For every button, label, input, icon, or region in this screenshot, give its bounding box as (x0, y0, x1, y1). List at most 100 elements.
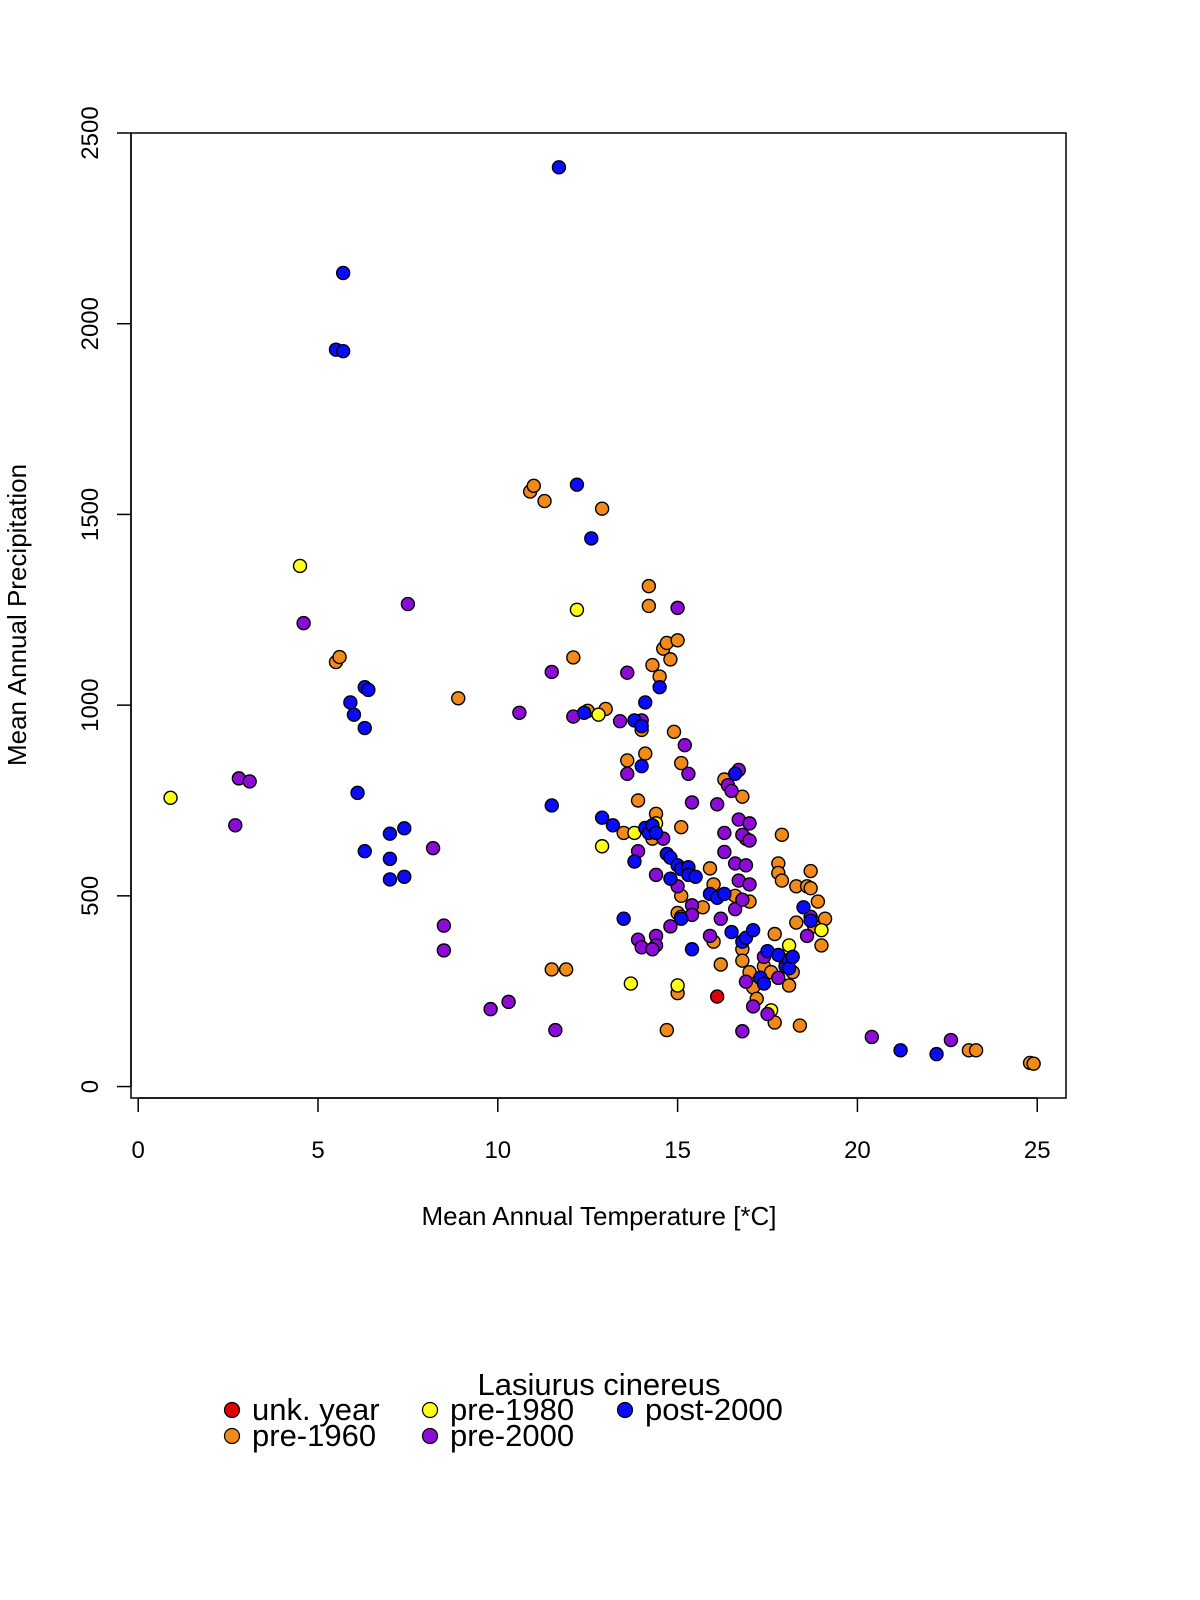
data-point (781, 978, 797, 993)
x-tick-label: 15 (664, 1137, 691, 1164)
data-point (397, 821, 412, 836)
data-point (738, 858, 754, 873)
data-point (810, 894, 826, 909)
data-point (483, 1001, 498, 1017)
data-point (425, 840, 441, 856)
legend-label: pre-2000 (450, 1418, 574, 1453)
data-point (361, 682, 376, 698)
data-point (735, 892, 750, 907)
data-point (674, 911, 689, 926)
series-group (709, 989, 725, 1004)
data-point (774, 873, 790, 888)
data-point (803, 863, 818, 879)
data-point (727, 766, 743, 781)
data-point (709, 797, 725, 812)
data-point (684, 942, 700, 957)
data-point (605, 818, 621, 833)
data-point (688, 869, 703, 884)
x-tick-label: 0 (132, 1137, 145, 1164)
data-point (620, 766, 635, 781)
data-point (382, 872, 398, 887)
data-point (713, 911, 728, 926)
data-point (623, 976, 639, 991)
data-point (343, 695, 358, 710)
data-point (727, 901, 743, 917)
legend-marker (421, 1427, 439, 1445)
data-point (451, 691, 466, 706)
series-group (328, 478, 1041, 1071)
data-point (638, 746, 653, 761)
data-point (735, 953, 750, 968)
data-point (357, 720, 372, 736)
data-point (634, 758, 649, 774)
data-point (634, 718, 649, 734)
data-point (864, 1029, 880, 1045)
data-point (929, 1046, 944, 1062)
series-group (228, 596, 959, 1048)
data-point (681, 766, 696, 781)
data-point (713, 957, 728, 972)
data-point (742, 833, 757, 848)
data-point (544, 664, 559, 680)
data-point (663, 871, 678, 886)
data-point (576, 705, 592, 720)
data-point (702, 928, 718, 944)
data-point (594, 501, 610, 516)
data-point (630, 793, 646, 808)
x-tick-label: 20 (844, 1137, 871, 1164)
data-point (670, 600, 685, 616)
data-point (677, 737, 693, 753)
data-point (742, 816, 757, 831)
data-point (512, 705, 527, 720)
data-point (756, 976, 772, 991)
data-point (436, 918, 452, 933)
data-point (796, 900, 811, 915)
data-point (717, 825, 732, 841)
data-point (645, 942, 660, 957)
data-point (774, 827, 790, 843)
data-point (400, 596, 416, 612)
y-tick-label: 0 (77, 1080, 104, 1093)
data-point (709, 989, 725, 1004)
plot-frame (130, 132, 1067, 1099)
data-point (717, 844, 732, 860)
data-point (803, 881, 818, 896)
data-point (242, 774, 257, 789)
data-point (648, 867, 664, 883)
x-tick-label: 25 (1024, 1137, 1051, 1164)
data-point (771, 970, 786, 986)
legend-marker (223, 1427, 241, 1445)
data-point (684, 795, 700, 810)
data-point (501, 994, 516, 1010)
data-point (616, 911, 631, 926)
data-point (724, 924, 739, 940)
data-point (382, 826, 398, 841)
data-point (591, 707, 606, 722)
y-axis: 0 500 1000 1500 2000 2500 (77, 106, 132, 1093)
data-point (228, 818, 243, 833)
data-point (652, 680, 667, 695)
data-point (558, 962, 574, 977)
y-axis-title: Mean Annual Precipitation (2, 464, 32, 766)
data-point (789, 915, 804, 930)
data-point (346, 707, 362, 722)
series-group (328, 160, 944, 1062)
data-point (803, 913, 818, 928)
data-point (648, 825, 664, 841)
data-point (641, 598, 657, 614)
y-tick-label: 1000 (77, 678, 104, 731)
data-point (943, 1032, 959, 1048)
data-point (745, 922, 761, 938)
data-point (659, 1022, 675, 1038)
data-point (742, 877, 757, 892)
data-point (163, 790, 178, 806)
data-point (537, 493, 552, 509)
legend-label: pre-1960 (252, 1418, 376, 1453)
x-axis-title: Mean Annual Temperature [*C] (421, 1201, 776, 1231)
data-point (645, 657, 660, 673)
data-point (544, 798, 559, 813)
data-point (674, 819, 689, 835)
data-point (296, 615, 311, 631)
data-points (163, 160, 1041, 1071)
